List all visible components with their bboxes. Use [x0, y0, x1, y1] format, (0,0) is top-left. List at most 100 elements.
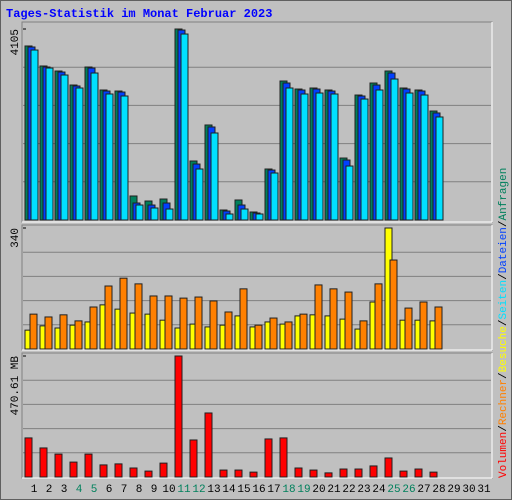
x-tick-label: 31: [477, 484, 491, 496]
bar: [74, 320, 83, 350]
bar: [149, 295, 158, 350]
x-tick-label: 21: [327, 484, 341, 496]
bar: [24, 437, 33, 478]
x-tick-label: 28: [432, 484, 445, 496]
legend-separator: /: [498, 372, 510, 379]
bar: [239, 288, 248, 350]
bar: [369, 465, 378, 478]
bar: [89, 306, 98, 350]
bar: [269, 317, 278, 350]
legend-entry: Besuche: [498, 326, 510, 372]
bar: [180, 33, 189, 221]
bar: [299, 313, 308, 350]
y-tick-label: 4105: [10, 29, 22, 55]
bar: [30, 49, 39, 221]
legend-separator: /: [498, 425, 510, 432]
bar: [44, 316, 53, 350]
bar: [114, 463, 123, 478]
legend-entry: Anfragen: [498, 168, 510, 221]
bar: [344, 291, 353, 350]
bar: [294, 467, 303, 478]
bar: [375, 89, 384, 221]
bar: [359, 320, 368, 350]
bar: [75, 87, 84, 221]
bar: [315, 92, 324, 221]
bar: [144, 470, 153, 478]
bar: [329, 288, 338, 350]
x-tick-label: 12: [192, 484, 205, 496]
bar: [339, 468, 348, 478]
bar: [29, 313, 38, 350]
legend-entry: Dateien: [498, 227, 510, 273]
panel: [21, 352, 493, 479]
bar: [234, 469, 243, 478]
bar: [255, 213, 264, 221]
legend: Volumen/Rechner/Besuche/Seiten/Dateien/A…: [498, 168, 510, 478]
bar: [165, 208, 174, 221]
x-tick-label: 19: [297, 484, 310, 496]
x-tick-label: 24: [372, 484, 386, 496]
bar: [284, 321, 293, 350]
bar: [164, 295, 173, 350]
bar: [419, 301, 428, 350]
x-tick-label: 4: [76, 484, 83, 496]
bar: [60, 74, 69, 221]
bar: [309, 469, 318, 478]
x-tick-label: 9: [151, 484, 158, 496]
bar: [189, 439, 198, 478]
bar: [279, 437, 288, 478]
bar: [194, 296, 203, 350]
x-tick-label: 11: [177, 484, 191, 496]
x-tick-label: 2: [46, 484, 53, 496]
x-tick-label: 13: [207, 484, 220, 496]
x-tick-label: 22: [342, 484, 355, 496]
bar: [240, 208, 249, 221]
bar: [384, 457, 393, 478]
bar: [354, 468, 363, 478]
x-tick-label: 27: [417, 484, 430, 496]
x-tick-label: 30: [462, 484, 475, 496]
bar: [254, 324, 263, 350]
legend-separator: /: [498, 220, 510, 227]
x-tick-label: 6: [106, 484, 113, 496]
x-tick-label: 20: [312, 484, 325, 496]
bar: [69, 461, 78, 478]
x-tick-label: 23: [357, 484, 370, 496]
bar: [119, 277, 128, 350]
x-tick-label: 26: [402, 484, 415, 496]
bar: [39, 447, 48, 478]
bar: [389, 259, 398, 350]
bar: [120, 95, 129, 221]
bar: [84, 453, 93, 478]
bar: [209, 300, 218, 350]
bar: [435, 116, 444, 221]
legend-entry: Seiten: [498, 280, 510, 320]
legend-separator: /: [498, 320, 510, 327]
x-tick-label: 8: [136, 484, 143, 496]
x-tick-label: 18: [282, 484, 295, 496]
legend-separator: /: [498, 273, 510, 280]
bar: [414, 468, 423, 478]
bar: [420, 94, 429, 221]
bar: [159, 462, 168, 478]
bar: [429, 471, 438, 478]
bar: [219, 469, 228, 478]
bar: [345, 165, 354, 221]
bar: [204, 412, 213, 478]
bar: [99, 464, 108, 478]
bar: [360, 98, 369, 221]
bar: [105, 93, 114, 221]
bar: [150, 207, 159, 221]
bar: [330, 93, 339, 221]
bar: [59, 314, 68, 350]
x-tick-label: 15: [237, 484, 250, 496]
bar: [90, 72, 99, 221]
bar: [374, 283, 383, 350]
bar: [405, 92, 414, 221]
bar: [225, 213, 234, 221]
bar: [45, 67, 54, 221]
bar: [104, 285, 113, 350]
x-tick-label: 17: [267, 484, 280, 496]
legend-entry: Volumen: [498, 432, 510, 478]
